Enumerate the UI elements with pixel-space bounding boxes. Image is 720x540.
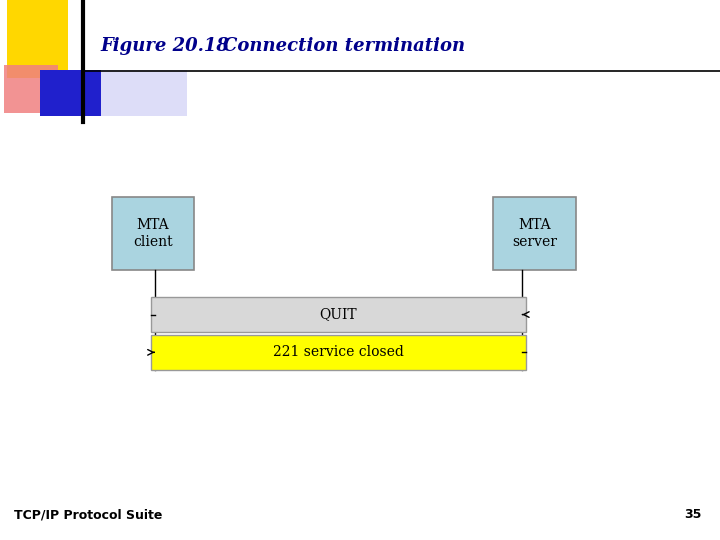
Bar: [40, 70, 101, 116]
Text: MTA
server: MTA server: [512, 219, 557, 248]
Text: 35: 35: [685, 508, 702, 521]
Bar: [151, 335, 526, 370]
Text: MTA
client: MTA client: [133, 219, 173, 248]
Bar: [79, 70, 187, 116]
Text: QUIT: QUIT: [320, 308, 357, 321]
Text: Connection termination: Connection termination: [223, 37, 465, 55]
Bar: [7, 0, 68, 78]
Bar: [4, 65, 58, 113]
Text: Figure 20.18: Figure 20.18: [101, 37, 230, 55]
Text: 221 service closed: 221 service closed: [273, 346, 404, 359]
Text: TCP/IP Protocol Suite: TCP/IP Protocol Suite: [14, 508, 163, 521]
Bar: [493, 197, 576, 270]
Bar: [112, 197, 194, 270]
Bar: [151, 297, 526, 332]
